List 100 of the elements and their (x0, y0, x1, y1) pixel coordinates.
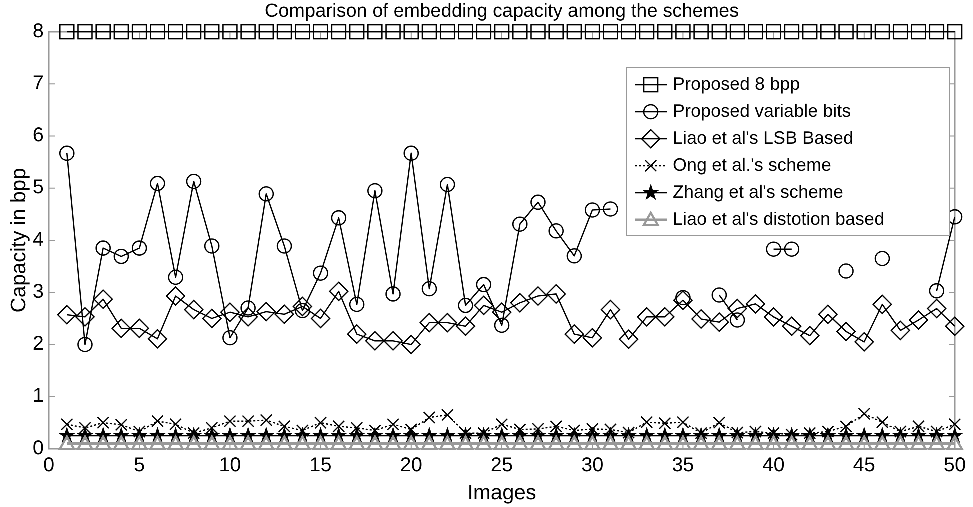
point (132, 240, 148, 256)
point (476, 277, 492, 292)
point (638, 436, 656, 450)
point (458, 24, 474, 40)
point (148, 329, 168, 349)
point (202, 308, 222, 328)
point (713, 416, 726, 430)
legend-label: Zhang et al's scheme (673, 182, 844, 202)
point (458, 298, 474, 314)
point (602, 436, 619, 450)
point (114, 249, 130, 264)
point (314, 416, 328, 430)
point (582, 328, 602, 348)
point (386, 286, 401, 302)
point (150, 436, 166, 450)
y-tick-label: 6 (32, 124, 44, 147)
x-tick-label: 30 (581, 454, 604, 476)
legend-label: Liao et al's distotion based (673, 208, 885, 229)
point (96, 24, 112, 40)
point (730, 312, 746, 328)
point (186, 24, 202, 40)
point (858, 408, 871, 420)
point (422, 281, 438, 297)
point (204, 24, 220, 40)
point (603, 24, 618, 40)
point (349, 296, 365, 312)
point (204, 436, 220, 450)
point (782, 316, 802, 336)
point (402, 335, 422, 354)
point (365, 331, 385, 351)
chart-title: Comparison of embedding capacity among the schemes (264, 1, 740, 22)
point (242, 415, 255, 428)
point (890, 320, 910, 340)
point (584, 202, 600, 218)
point (748, 24, 764, 40)
point (874, 24, 890, 40)
point (874, 436, 891, 450)
point (637, 307, 657, 327)
point (692, 309, 712, 329)
point (421, 436, 438, 450)
point (256, 302, 276, 322)
point (619, 330, 639, 350)
point (802, 436, 818, 450)
point (655, 307, 675, 327)
point (60, 418, 74, 431)
point (512, 216, 528, 232)
point (838, 264, 854, 279)
point (892, 436, 909, 450)
point (150, 176, 166, 192)
point (332, 420, 346, 433)
point (693, 436, 710, 450)
point (57, 305, 77, 325)
point (367, 436, 384, 450)
point (132, 24, 148, 40)
y-tick-label: 7 (32, 72, 44, 94)
point (512, 436, 528, 450)
point (77, 436, 94, 450)
point (854, 332, 874, 352)
point (240, 24, 256, 40)
point (820, 436, 836, 450)
point (331, 210, 347, 226)
point (240, 436, 256, 450)
point (548, 24, 564, 40)
point (168, 24, 184, 40)
point (711, 436, 728, 450)
point (584, 436, 601, 450)
point (639, 24, 655, 40)
point (204, 238, 220, 254)
point (422, 24, 438, 40)
y-tick-label: 1 (32, 385, 44, 408)
point (728, 299, 748, 319)
x-tick-label: 20 (400, 454, 423, 476)
y-tick-label: 2 (32, 333, 44, 356)
point (494, 436, 510, 450)
point (584, 24, 600, 40)
point (96, 240, 112, 256)
point (404, 146, 420, 162)
point (184, 300, 204, 320)
point (387, 418, 400, 431)
point (766, 436, 782, 450)
legend-label: Proposed 8 bpp (673, 74, 800, 94)
point (564, 324, 584, 344)
point (276, 24, 292, 40)
point (440, 177, 456, 192)
point (748, 436, 764, 450)
point (329, 282, 349, 302)
point (496, 418, 508, 431)
point (368, 24, 383, 40)
point (151, 415, 164, 428)
point (166, 286, 186, 306)
point (620, 436, 637, 450)
point (927, 299, 947, 319)
point (548, 223, 564, 239)
point (945, 316, 965, 336)
point (946, 436, 964, 450)
point (876, 416, 889, 429)
point (911, 24, 926, 40)
point (441, 408, 454, 422)
point (294, 436, 311, 450)
point (492, 302, 512, 322)
